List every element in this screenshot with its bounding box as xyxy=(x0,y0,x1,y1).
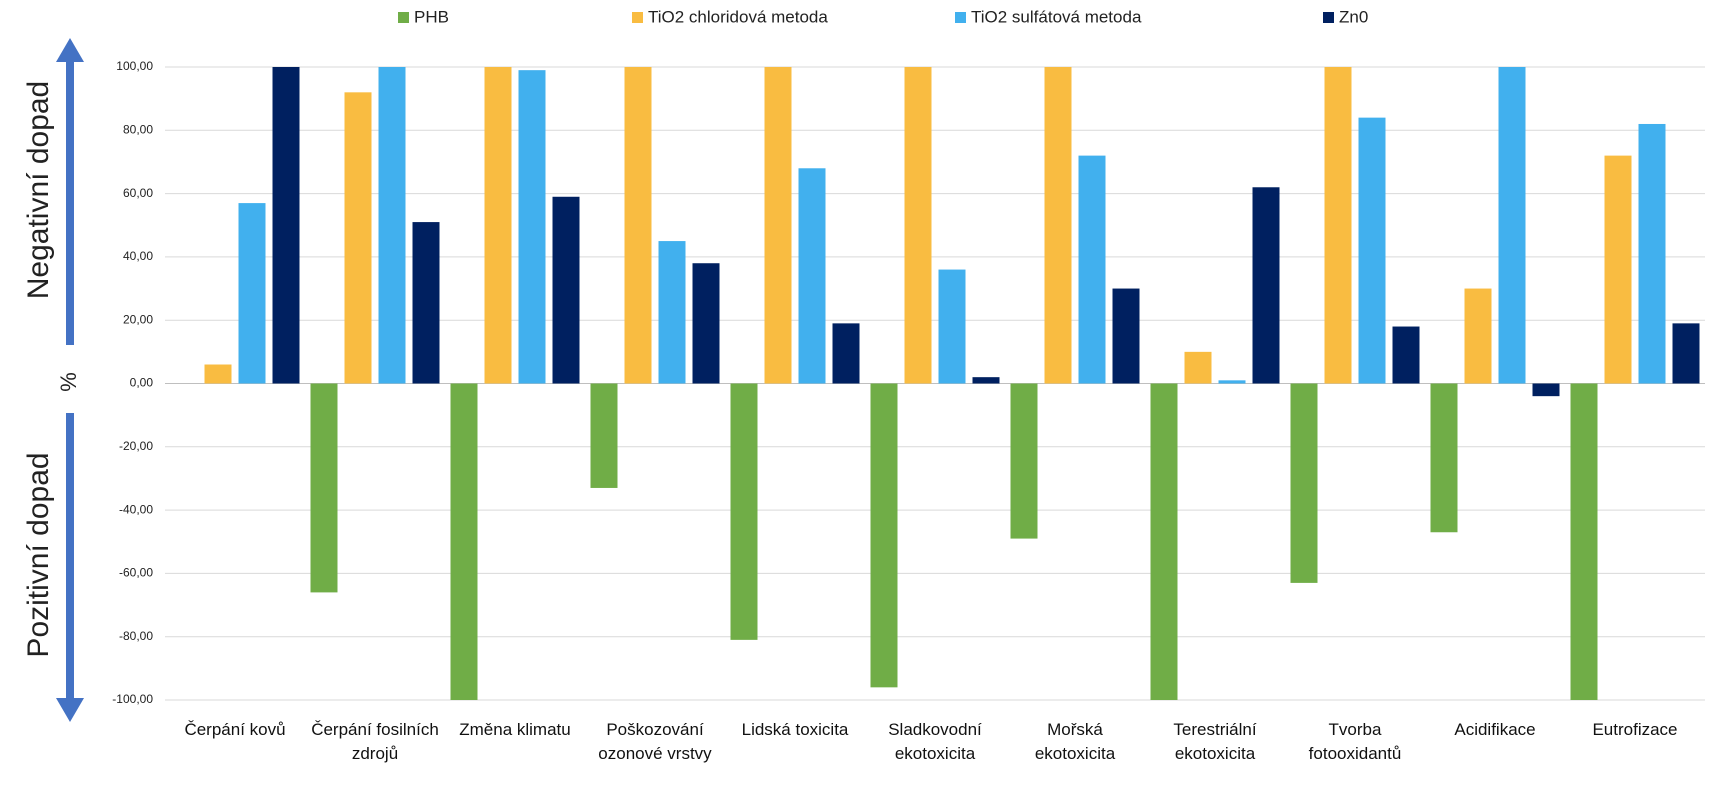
bar xyxy=(1150,383,1178,700)
bar xyxy=(624,67,652,384)
bar xyxy=(1638,123,1666,384)
bar xyxy=(1672,323,1700,384)
legend-swatch xyxy=(632,12,643,23)
bar xyxy=(238,203,266,384)
bar xyxy=(870,383,898,688)
bar xyxy=(590,383,618,488)
y-tick-label: 100,00 xyxy=(116,59,153,73)
bar xyxy=(1112,288,1140,384)
bar xyxy=(1044,67,1072,384)
bar xyxy=(1010,383,1038,539)
bar xyxy=(378,67,406,384)
bar xyxy=(832,323,860,384)
y-tick-label: 60,00 xyxy=(123,186,153,200)
bar xyxy=(1184,351,1212,384)
x-tick-label: Lidská toxicita xyxy=(741,720,849,739)
bar xyxy=(1218,380,1246,384)
bar xyxy=(1532,383,1560,397)
y-tick-label: 40,00 xyxy=(123,249,153,263)
y-tick-label: -40,00 xyxy=(119,502,153,516)
y-label-bottom: Pozitivní dopad xyxy=(22,452,55,657)
bar xyxy=(310,383,338,593)
bar xyxy=(1324,67,1352,384)
bar xyxy=(1498,67,1526,384)
bar xyxy=(552,196,580,384)
legend-swatch xyxy=(398,12,409,23)
bar xyxy=(1570,383,1598,700)
x-tick-label: Sladkovodní ekotoxicita xyxy=(888,720,982,763)
x-tick-label: Tvorba fotooxidantů xyxy=(1308,720,1402,763)
x-tick-label: Čerpání kovů xyxy=(184,720,286,739)
legend-swatch xyxy=(955,12,966,23)
bar xyxy=(1430,383,1458,533)
bar xyxy=(412,222,440,384)
x-tick-label: Acidifikace xyxy=(1454,720,1536,739)
bar xyxy=(518,70,546,384)
bar xyxy=(972,377,1000,384)
bar xyxy=(1078,155,1106,384)
y-tick-label: -20,00 xyxy=(119,439,153,453)
x-tick-label: Terestriální ekotoxicita xyxy=(1173,720,1257,763)
bar xyxy=(1392,326,1420,384)
legend-label: Zn0 xyxy=(1339,7,1368,26)
bar xyxy=(692,263,720,384)
y-tick-label: -80,00 xyxy=(119,629,153,643)
legend-label: PHB xyxy=(414,7,449,26)
x-tick-label: Čerpání fosilních zdrojů xyxy=(311,720,439,763)
legend-label: TiO2 chloridová metoda xyxy=(648,7,828,26)
bar xyxy=(344,92,372,384)
legend-label: TiO2 sulfátová metoda xyxy=(971,7,1142,26)
y-tick-label: 20,00 xyxy=(123,312,153,326)
bar xyxy=(1464,288,1492,384)
legend-swatch xyxy=(1323,12,1334,23)
x-tick-label: Mořská ekotoxicita xyxy=(1034,720,1116,763)
bar xyxy=(938,269,966,384)
bar xyxy=(272,67,300,384)
bar xyxy=(1604,155,1632,384)
y-tick-label: 0,00 xyxy=(130,376,154,390)
bar xyxy=(484,67,512,384)
y-label-top: Negativní dopad xyxy=(22,81,55,300)
bar xyxy=(1358,117,1386,384)
x-tick-label: Poškozování ozonové vrstvy xyxy=(598,720,712,763)
x-tick-label: Eutrofizace xyxy=(1592,720,1678,739)
y-tick-label: 80,00 xyxy=(123,122,153,136)
arrow-top xyxy=(56,38,84,345)
bar xyxy=(1290,383,1318,583)
bar xyxy=(904,67,932,384)
bar xyxy=(658,241,686,384)
bar xyxy=(730,383,758,640)
y-tick-label: -60,00 xyxy=(119,566,153,580)
bar xyxy=(798,168,826,384)
x-tick-label: Změna klimatu xyxy=(459,720,571,739)
y-tick-label: -100,00 xyxy=(112,692,153,706)
arrow-bottom xyxy=(56,413,84,722)
bar xyxy=(204,364,232,384)
bar xyxy=(1252,187,1280,384)
y-unit: % xyxy=(56,372,81,392)
bar xyxy=(764,67,792,384)
bar xyxy=(450,383,478,700)
